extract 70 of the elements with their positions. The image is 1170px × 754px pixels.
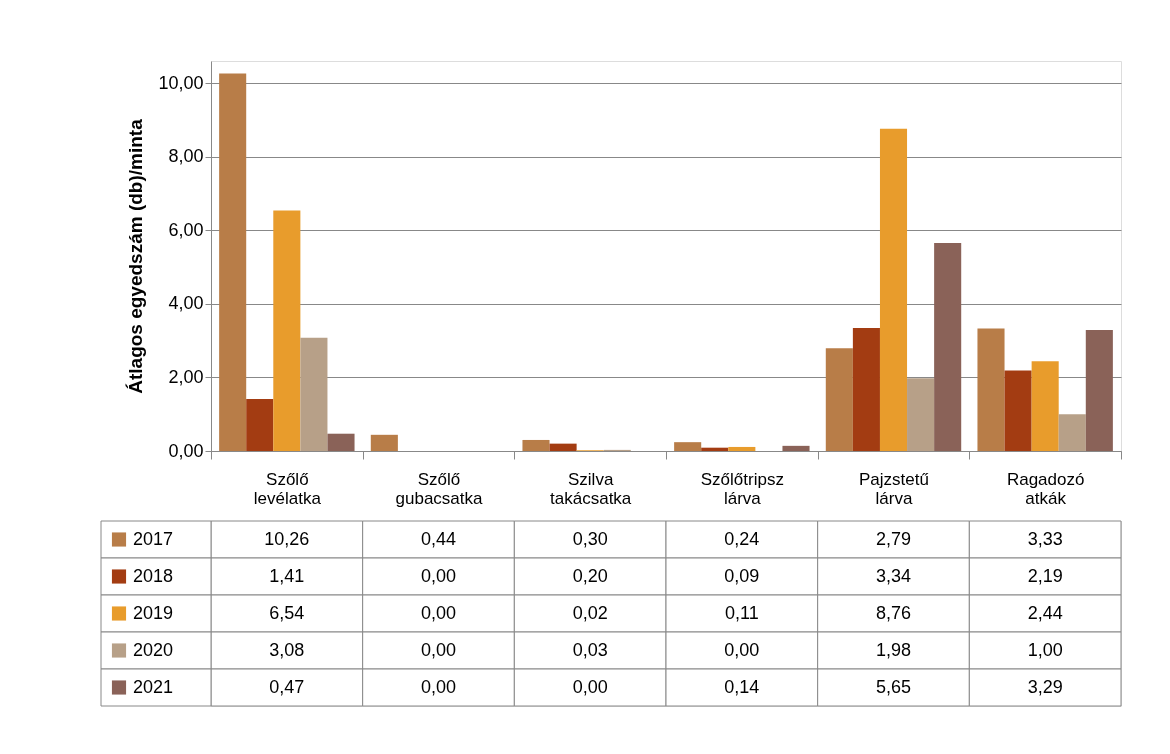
bar <box>825 348 853 451</box>
y-tick-label: 2,00 <box>168 366 204 387</box>
legend-label: 2020 <box>133 639 174 660</box>
x-tick-label: Ragadozó atkák <box>1006 469 1085 508</box>
bar <box>782 445 810 451</box>
data-label: 5,65 <box>875 676 912 697</box>
data-label: 1,41 <box>269 565 305 586</box>
bar <box>977 328 1005 451</box>
data-label: 1,98 <box>875 639 912 660</box>
data-label: 3,29 <box>1027 676 1063 697</box>
bar <box>907 378 935 451</box>
legend-label: 2021 <box>133 676 174 697</box>
data-label: 0,02 <box>572 602 608 623</box>
bar <box>522 439 550 451</box>
bar <box>674 442 702 451</box>
x-tick-label: Szilva takácsatka <box>550 469 632 508</box>
data-label: 0,00 <box>724 639 760 660</box>
bar <box>1004 370 1032 451</box>
data-label: 0,00 <box>572 676 608 697</box>
bar <box>273 210 301 451</box>
data-label: 0,00 <box>420 639 457 660</box>
data-label: 2,19 <box>1027 565 1063 586</box>
bar <box>219 73 247 451</box>
y-tick-label: 0,00 <box>168 440 204 461</box>
legend-label: 2019 <box>133 602 174 623</box>
bar <box>327 433 355 451</box>
data-label: 0,03 <box>572 639 608 660</box>
bar <box>934 243 962 451</box>
data-label: 2,44 <box>1027 602 1063 623</box>
bar <box>1031 361 1059 451</box>
bar <box>1058 414 1086 451</box>
bar <box>300 337 328 451</box>
data-label: 3,34 <box>875 565 912 586</box>
x-tick-label: Szőlő levélatka <box>253 469 322 508</box>
data-label: 1,00 <box>1027 639 1063 660</box>
y-axis-title: Átlagos egyedszám (db)/minta <box>125 118 147 394</box>
x-tick-label: Szőlő gubacsatka <box>395 469 484 508</box>
bar <box>246 399 274 451</box>
data-label: 0,09 <box>724 565 760 586</box>
legend-label: 2017 <box>133 528 174 549</box>
x-tick-label: Szőlőtripsz lárva <box>700 469 784 508</box>
data-label: 3,33 <box>1027 528 1063 549</box>
x-tick-label: Pajzstetű lárva <box>859 469 929 508</box>
data-label: 0,30 <box>572 528 608 549</box>
bar <box>701 447 729 451</box>
data-label: 0,00 <box>420 565 457 586</box>
y-tick-label: 10,00 <box>158 72 204 93</box>
data-label: 0,11 <box>724 602 759 623</box>
y-tick-label: 6,00 <box>168 219 204 240</box>
y-tick-label: 8,00 <box>168 146 204 167</box>
data-label: 0,44 <box>420 528 457 549</box>
data-label: 3,08 <box>269 639 305 660</box>
data-label: 0,24 <box>724 528 760 549</box>
data-label: 0,14 <box>724 676 760 697</box>
bar <box>1085 329 1113 451</box>
bar <box>879 128 908 451</box>
data-label: 0,00 <box>420 602 457 623</box>
data-label: 10,26 <box>264 528 310 549</box>
bar <box>370 434 398 451</box>
bar <box>728 446 756 451</box>
legend-label: 2018 <box>133 565 174 586</box>
y-tick-label: 4,00 <box>168 293 204 314</box>
data-label: 8,76 <box>875 602 912 623</box>
bar <box>549 443 577 451</box>
data-label: 6,54 <box>269 602 305 623</box>
bar <box>852 328 880 451</box>
data-label: 0,00 <box>420 676 457 697</box>
data-label: 0,20 <box>572 565 608 586</box>
data-label: 0,47 <box>269 676 305 697</box>
data-label: 2,79 <box>875 528 912 549</box>
